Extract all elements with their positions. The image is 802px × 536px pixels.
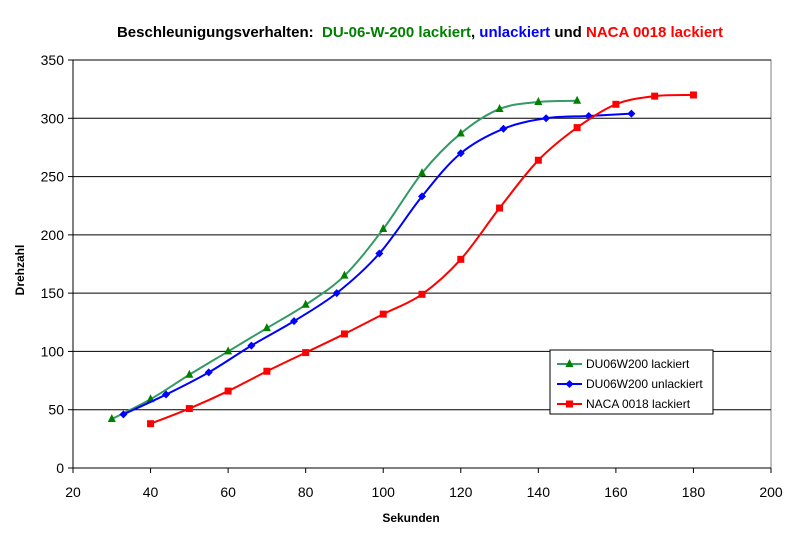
- data-point: [627, 109, 636, 118]
- legend-marker: [566, 400, 573, 408]
- y-tick-label: 0: [56, 460, 64, 476]
- axes: [72, 60, 771, 469]
- data-point: [534, 96, 543, 105]
- data-point: [185, 405, 193, 413]
- data-point: [612, 100, 620, 108]
- x-tick-label: 180: [682, 484, 706, 500]
- legend-item: DU06W200 lackiert: [557, 357, 690, 371]
- x-tick-label: 80: [298, 484, 314, 500]
- y-ticks: 0 50 100 150 200 250 300 350: [41, 52, 73, 476]
- data-point: [496, 204, 504, 212]
- data-point: [340, 270, 349, 279]
- data-point: [224, 387, 232, 395]
- y-tick-label: 300: [41, 110, 65, 126]
- y-tick-label: 150: [41, 285, 65, 301]
- data-point: [457, 255, 465, 263]
- chart-title: Beschleunigungsverhalten: DU-06-W-200 la…: [117, 24, 723, 41]
- data-point: [263, 367, 271, 375]
- data-point: [247, 341, 256, 350]
- data-point: [651, 92, 659, 100]
- x-tick-label: 160: [604, 484, 628, 500]
- title-part: ,: [471, 24, 479, 41]
- data-point: [332, 289, 341, 298]
- series-2: [119, 109, 636, 419]
- legend-item: NACA 0018 lackiert: [557, 397, 691, 411]
- series-group: [107, 91, 697, 428]
- data-point: [375, 249, 384, 258]
- data-point: [542, 114, 551, 123]
- x-tick-label: 100: [372, 484, 396, 500]
- series-1: [107, 95, 582, 423]
- y-axis-title: Drehzahl: [13, 245, 27, 296]
- data-point: [495, 103, 504, 112]
- data-point: [689, 91, 697, 99]
- y-tick-label: 100: [41, 343, 65, 359]
- data-point: [301, 299, 310, 308]
- data-point: [418, 290, 426, 298]
- data-point: [147, 420, 155, 428]
- x-tick-label: 120: [449, 484, 473, 500]
- data-point: [224, 346, 233, 355]
- data-point: [162, 390, 171, 399]
- legend-item: DU06W200 unlackiert: [557, 377, 703, 391]
- legend-marker: [565, 380, 574, 388]
- data-point: [107, 414, 116, 423]
- legend-marker: [565, 359, 574, 367]
- legend: DU06W200 lackiert DU06W200 unlackiert NACA…: [549, 349, 714, 415]
- title-part: und: [550, 24, 586, 41]
- data-point: [418, 168, 426, 177]
- y-tick-label: 50: [48, 402, 64, 418]
- series-3: [147, 91, 697, 428]
- x-tick-label: 20: [65, 484, 81, 500]
- data-point: [185, 369, 194, 378]
- data-point: [340, 330, 348, 338]
- legend-label: DU06W200 lackiert: [586, 357, 690, 371]
- legend-label: DU06W200 unlackiert: [586, 377, 703, 391]
- x-tick-label: 40: [143, 484, 159, 500]
- data-point: [262, 323, 271, 332]
- data-point: [119, 410, 128, 419]
- data-point: [204, 368, 213, 377]
- data-point: [290, 317, 299, 326]
- data-point: [302, 349, 310, 357]
- data-point: [499, 124, 508, 133]
- y-tick-label: 350: [41, 52, 65, 68]
- data-point: [534, 156, 542, 164]
- legend-label: NACA 0018 lackiert: [586, 397, 691, 411]
- x-axis-title: Sekunden: [382, 511, 439, 525]
- data-point: [379, 310, 387, 318]
- data-point: [573, 124, 581, 132]
- title-part: unlackiert: [479, 24, 550, 41]
- data-point: [456, 149, 465, 158]
- y-tick-label: 200: [41, 227, 65, 243]
- y-tick-label: 250: [41, 169, 65, 185]
- x-tick-label: 140: [527, 484, 551, 500]
- x-ticks: 20 40 60 80 100 120 140 160 180 200: [65, 468, 783, 500]
- title-part: DU-06-W-200 lackiert: [322, 24, 471, 41]
- x-tick-label: 60: [220, 484, 236, 500]
- x-tick-label: 200: [759, 484, 783, 500]
- data-point: [573, 95, 582, 104]
- title-part: Beschleunigungsverhalten:: [117, 24, 322, 41]
- data-point: [418, 192, 426, 201]
- title-part: NACA 0018 lackiert: [586, 24, 723, 41]
- data-point: [379, 224, 388, 233]
- data-point: [456, 128, 465, 137]
